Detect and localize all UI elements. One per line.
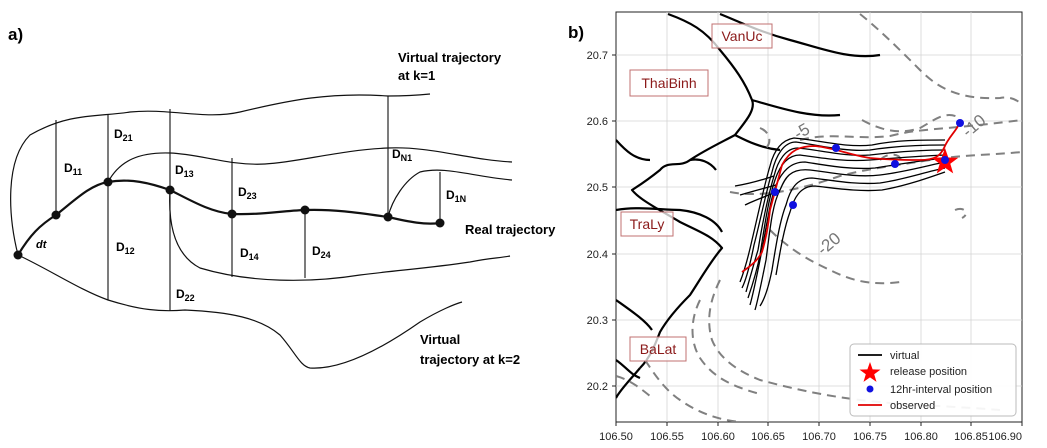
place-traly: TraLy (620, 211, 674, 237)
label-dn1: DN1 (392, 147, 412, 163)
virtual-trajectory-k2-upper (169, 189, 511, 281)
place-vanuc: VanUc (711, 23, 773, 49)
trajectory-node (227, 209, 237, 219)
label-virtual-k2-line1: Virtual (420, 332, 460, 347)
trajectory-node (13, 250, 23, 260)
panel-b: b) (568, 11, 1023, 443)
label-dt: dt (36, 239, 48, 251)
x-tick-label: 106.90 (988, 431, 1022, 443)
x-tick-label: 106.55 (650, 431, 684, 443)
label-d14: D14 (240, 246, 259, 262)
x-tick-label: 106.85 (954, 431, 988, 443)
observed-trajectory (741, 125, 959, 273)
label-virtual-k2-line2: trajectory at k=2 (420, 352, 520, 367)
axis-tick-marks (612, 54, 1023, 426)
interval-dot (832, 144, 840, 152)
y-tick-label: 20.7 (587, 50, 608, 62)
panel-a-label: a) (8, 25, 23, 44)
label-d13: D13 (175, 163, 194, 179)
trajectory-node (435, 218, 445, 228)
map-legend: virtual release position 12hr-interval p… (849, 343, 1017, 417)
label-d22: D22 (176, 287, 195, 303)
interval-dot (789, 201, 797, 209)
label-d12: D12 (116, 240, 135, 256)
label-d24: D24 (312, 244, 331, 260)
legend-observed-label: observed (890, 400, 935, 412)
y-tick-label: 20.6 (587, 116, 608, 128)
virtual-trajectory-k1-lower (107, 147, 513, 183)
place-label-vanuc: VanUc (722, 28, 763, 44)
x-tick-label: 106.60 (701, 431, 735, 443)
place-label-traly: TraLy (630, 216, 665, 232)
label-d1n: D1N (446, 188, 466, 204)
legend-interval-label: 12hr-interval position (890, 384, 992, 396)
trajectory-node (103, 177, 113, 187)
label-d21: D21 (114, 127, 133, 143)
legend-virtual-label: virtual (890, 350, 919, 362)
x-tick-label: 106.75 (853, 431, 887, 443)
interval-dot (771, 188, 779, 196)
x-tick-label: 106.50 (599, 431, 633, 443)
panel-b-label: b) (568, 23, 584, 42)
label-d23: D23 (238, 185, 257, 201)
place-label-balat: BaLat (640, 341, 677, 357)
legend-release-label: release position (890, 366, 967, 378)
place-balat: BaLat (629, 336, 687, 362)
trajectory-node (383, 212, 393, 222)
legend-release-swatch (859, 362, 881, 382)
place-thaibinh: ThaiBinh (629, 69, 709, 97)
x-tick-label: 106.65 (751, 431, 785, 443)
virtual-trajectory-k2-lower (17, 254, 463, 369)
place-label-thaibinh: ThaiBinh (641, 75, 696, 91)
y-tick-label: 20.5 (587, 182, 608, 194)
x-tick-label: 106.80 (904, 431, 938, 443)
coastline (616, 12, 881, 399)
virtual-trajectory-k1-upper (10, 93, 431, 256)
trajectory-node (300, 205, 310, 215)
interval-dot (956, 119, 964, 127)
x-tick-label: 106.70 (802, 431, 836, 443)
real-trajectory (17, 179, 441, 256)
label-virtual-k1-line1: Virtual trajectory (398, 50, 502, 65)
interval-dot (941, 156, 949, 164)
panel-a: a) D11 D21 D13 D23 DN1 (8, 25, 556, 369)
label-real-trajectory: Real trajectory (465, 222, 556, 237)
interval-positions (771, 119, 964, 209)
virtual-trajectory-k1-branch (387, 169, 513, 218)
y-tick-label: 20.3 (587, 315, 608, 327)
trajectory-node (165, 185, 175, 195)
interval-dot (891, 160, 899, 168)
legend-interval-swatch (866, 385, 874, 393)
trajectory-node (51, 210, 61, 220)
label-d11: D11 (64, 161, 82, 177)
label-virtual-k1-line2: at k=1 (398, 68, 435, 83)
y-tick-label: 20.2 (587, 381, 608, 393)
y-tick-label: 20.4 (587, 249, 608, 261)
